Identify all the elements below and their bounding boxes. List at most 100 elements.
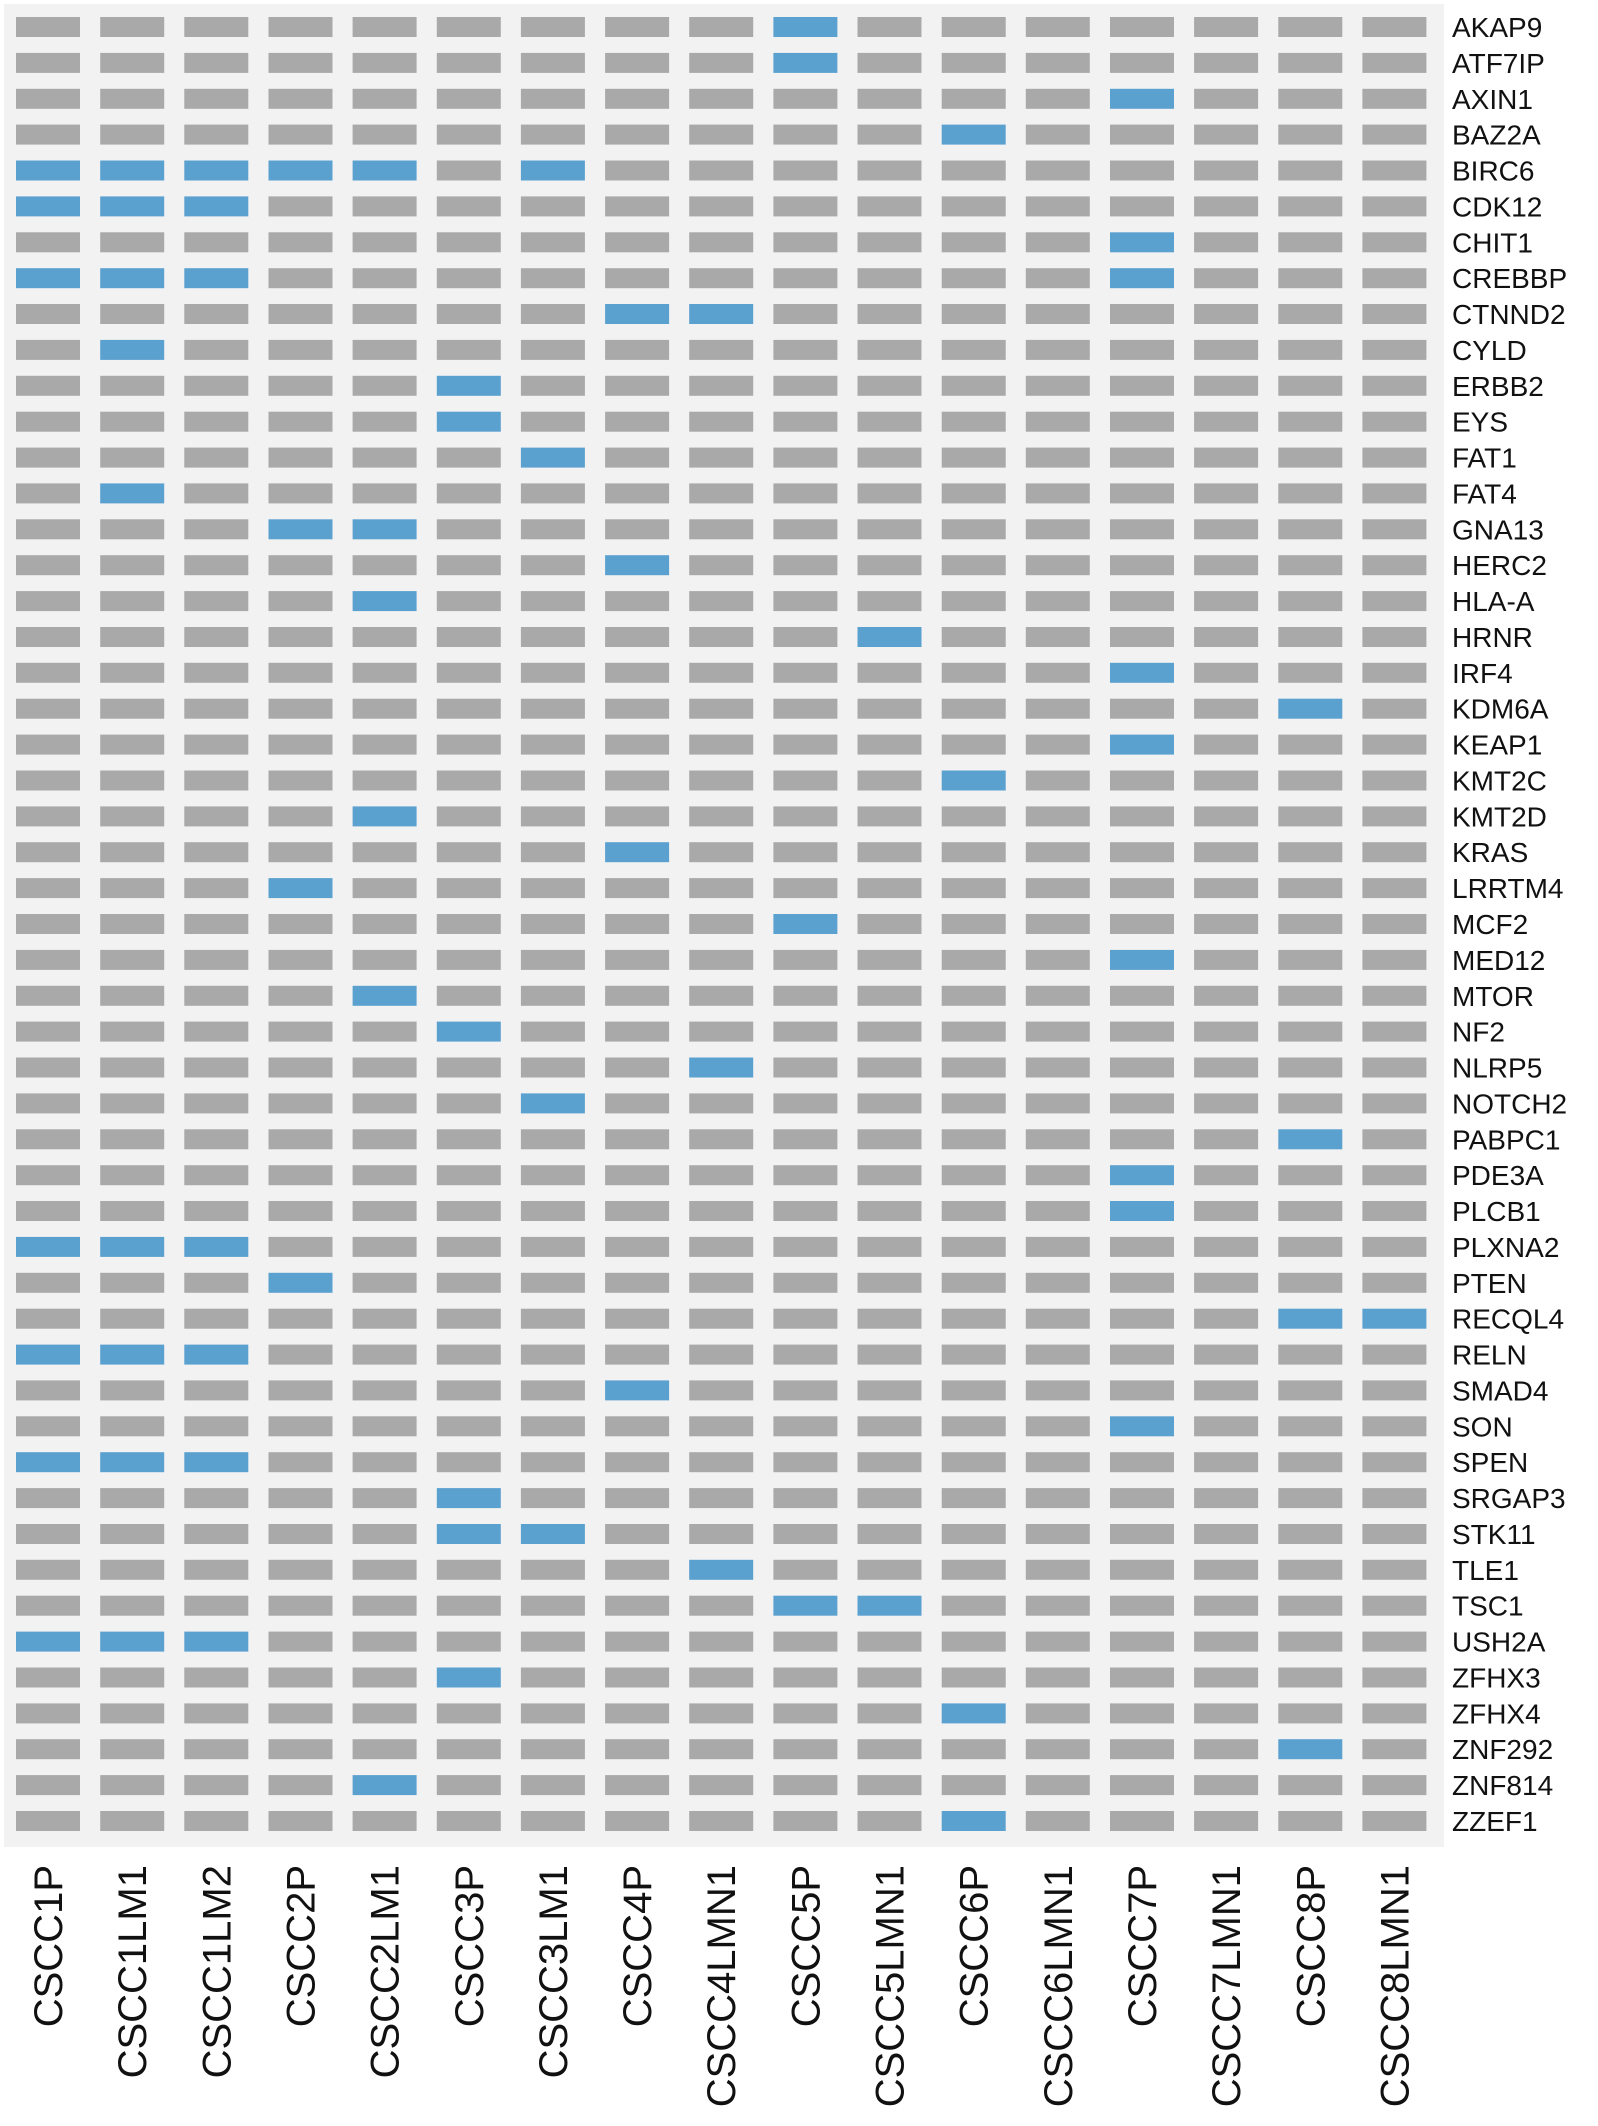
- cell-BIRC6-CSCC5LMN1: [857, 160, 922, 181]
- cell-ZZEF1-CSCC2P: [268, 1811, 333, 1831]
- gene-label-PABPC1: PABPC1: [1452, 1124, 1560, 1155]
- cell-MCF2-CSCC3P: [436, 914, 501, 934]
- cell-ZFHX4-CSCC7LMN1: [1194, 1703, 1259, 1724]
- cell-ZNF292-CSCC8P: [1278, 1739, 1343, 1760]
- cell-BIRC6-CSCC4P: [605, 160, 670, 181]
- cell-LRRTM4-CSCC6P: [941, 878, 1006, 899]
- gene-label-PDE3A: PDE3A: [1452, 1160, 1544, 1191]
- cell-RELN-CSCC4P: [605, 1344, 670, 1365]
- cell-FAT1-CSCC4LMN1: [689, 447, 754, 468]
- cell-MCF2-CSCC8LMN1: [1362, 914, 1427, 934]
- cell-ZFHX3-CSCC2LM1: [352, 1667, 417, 1688]
- cell-SPEN-CSCC6P: [941, 1452, 1006, 1473]
- cell-HRNR-CSCC6P: [941, 627, 1006, 647]
- cell-ZZEF1-CSCC5LMN1: [857, 1811, 922, 1831]
- cell-CYLD-CSCC6P: [941, 339, 1006, 360]
- cell-TSC1-CSCC5LMN1: [857, 1595, 922, 1616]
- cell-KDM6A-CSCC2P: [268, 698, 333, 719]
- cell-SON-CSCC1LM2: [184, 1416, 249, 1437]
- cell-EYS-CSCC8LMN1: [1362, 411, 1427, 432]
- cell-KEAP1-CSCC4P: [605, 734, 670, 755]
- cell-NF2-CSCC7P: [1110, 1021, 1174, 1042]
- cell-FAT4-CSCC4P: [605, 483, 670, 504]
- cell-ATF7IP-CSCC2P: [268, 52, 333, 73]
- cell-HRNR-CSCC5LMN1: [857, 627, 922, 647]
- cell-IRF4-CSCC3P: [436, 662, 501, 683]
- cell-PTEN-CSCC1P: [16, 1272, 80, 1293]
- cell-CYLD-CSCC8LMN1: [1362, 339, 1427, 360]
- cell-NF2-CSCC7LMN1: [1194, 1021, 1259, 1042]
- gene-label-LRRTM4: LRRTM4: [1452, 873, 1564, 904]
- cell-SON-CSCC1LM1: [100, 1416, 165, 1437]
- cell-ZFHX4-CSCC4LMN1: [689, 1703, 754, 1724]
- cell-KRAS-CSCC5P: [773, 842, 838, 863]
- cell-NOTCH2-CSCC3P: [436, 1093, 501, 1114]
- cell-BAZ2A-CSCC3P: [436, 124, 501, 145]
- cell-PLCB1-CSCC4P: [605, 1201, 670, 1221]
- gene-label-SMAD4: SMAD4: [1452, 1375, 1548, 1406]
- cell-SPEN-CSCC1LM2: [184, 1452, 249, 1473]
- cell-SMAD4-CSCC1LM1: [100, 1380, 165, 1401]
- cell-ATF7IP-CSCC7LMN1: [1194, 52, 1259, 73]
- cell-SON-CSCC8LMN1: [1362, 1416, 1427, 1437]
- gene-label-CDK12: CDK12: [1452, 191, 1542, 222]
- cell-KMT2D-CSCC1LM1: [100, 806, 165, 827]
- cell-MED12-CSCC4LMN1: [689, 949, 754, 970]
- cell-PLXNA2-CSCC5P: [773, 1236, 838, 1257]
- cell-ZFHX4-CSCC3LM1: [520, 1703, 585, 1724]
- sample-label-CSCC8P: CSCC8P: [1289, 1865, 1333, 2027]
- cell-CYLD-CSCC8P: [1278, 339, 1343, 360]
- cell-SRGAP3-CSCC3LM1: [520, 1488, 585, 1509]
- cell-FAT4-CSCC5LMN1: [857, 483, 922, 504]
- cell-KRAS-CSCC1LM1: [100, 842, 165, 863]
- cell-STK11-CSCC1P: [16, 1524, 80, 1544]
- cell-SPEN-CSCC3LM1: [520, 1452, 585, 1473]
- cell-KDM6A-CSCC3LM1: [520, 698, 585, 719]
- cell-PDE3A-CSCC8P: [1278, 1165, 1343, 1186]
- cell-CTNND2-CSCC3LM1: [520, 304, 585, 324]
- cell-NLRP5-CSCC4LMN1: [689, 1057, 754, 1078]
- cell-ZNF814-CSCC5P: [773, 1775, 838, 1796]
- cell-RELN-CSCC3P: [436, 1344, 501, 1365]
- gene-label-KRAS: KRAS: [1452, 837, 1528, 868]
- cell-MED12-CSCC1P: [16, 949, 80, 970]
- cell-RECQL4-CSCC4P: [605, 1308, 670, 1329]
- cell-LRRTM4-CSCC8LMN1: [1362, 878, 1427, 899]
- cell-AXIN1-CSCC1LM2: [184, 88, 249, 109]
- cell-PLCB1-CSCC4LMN1: [689, 1201, 754, 1221]
- cell-SPEN-CSCC4LMN1: [689, 1452, 754, 1473]
- cell-BAZ2A-CSCC8P: [1278, 124, 1343, 145]
- cell-ZFHX4-CSCC6LMN1: [1025, 1703, 1090, 1724]
- cell-ATF7IP-CSCC1LM1: [100, 52, 165, 73]
- cell-ZNF814-CSCC7P: [1110, 1775, 1174, 1796]
- cell-TLE1-CSCC2LM1: [352, 1559, 417, 1580]
- cell-PTEN-CSCC6LMN1: [1025, 1272, 1090, 1293]
- cell-IRF4-CSCC1P: [16, 662, 80, 683]
- cell-FAT1-CSCC8LMN1: [1362, 447, 1427, 468]
- cell-GNA13-CSCC2LM1: [352, 519, 417, 540]
- cell-PTEN-CSCC6P: [941, 1272, 1006, 1293]
- cell-PABPC1-CSCC2LM1: [352, 1129, 417, 1150]
- cell-SRGAP3-CSCC1P: [16, 1488, 80, 1509]
- cell-SMAD4-CSCC2P: [268, 1380, 333, 1401]
- cell-CDK12-CSCC1LM1: [100, 196, 165, 217]
- cell-BAZ2A-CSCC4LMN1: [689, 124, 754, 145]
- cell-HERC2-CSCC8LMN1: [1362, 555, 1427, 576]
- cell-PABPC1-CSCC8P: [1278, 1129, 1343, 1150]
- cell-TSC1-CSCC8P: [1278, 1595, 1343, 1616]
- cell-SMAD4-CSCC6P: [941, 1380, 1006, 1401]
- cell-KDM6A-CSCC1LM1: [100, 698, 165, 719]
- cell-RELN-CSCC1P: [16, 1344, 80, 1365]
- cell-PABPC1-CSCC6P: [941, 1129, 1006, 1150]
- cell-ZFHX4-CSCC6P: [941, 1703, 1006, 1724]
- cell-KMT2C-CSCC8LMN1: [1362, 770, 1427, 791]
- cell-SRGAP3-CSCC6P: [941, 1488, 1006, 1509]
- cell-CDK12-CSCC8LMN1: [1362, 196, 1427, 217]
- cell-BAZ2A-CSCC7P: [1110, 124, 1174, 145]
- cell-SPEN-CSCC6LMN1: [1025, 1452, 1090, 1473]
- cell-LRRTM4-CSCC4LMN1: [689, 878, 754, 899]
- cell-PTEN-CSCC1LM1: [100, 1272, 165, 1293]
- cell-KEAP1-CSCC8P: [1278, 734, 1343, 755]
- cell-PTEN-CSCC3P: [436, 1272, 501, 1293]
- cell-TLE1-CSCC6P: [941, 1559, 1006, 1580]
